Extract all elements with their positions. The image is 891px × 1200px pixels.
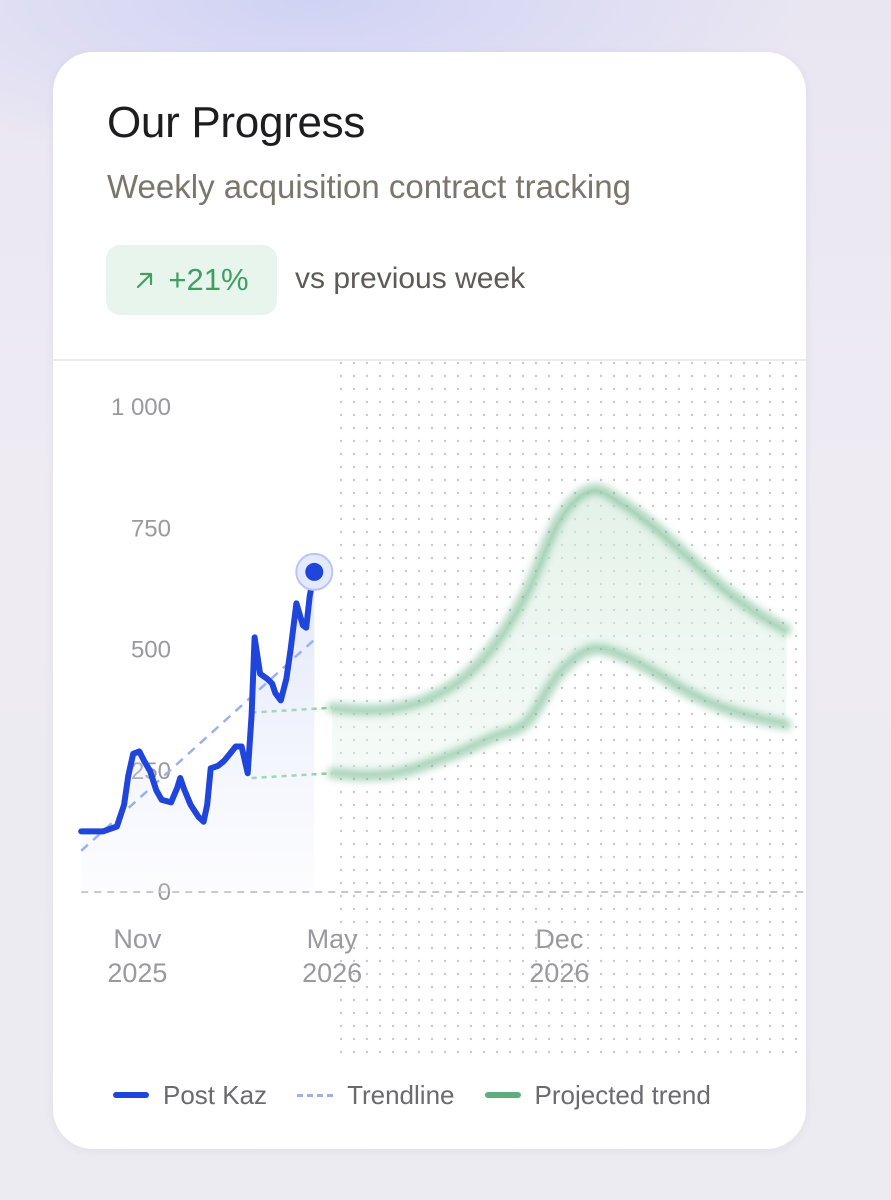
current-point-marker[interactable] [305, 562, 324, 581]
legend-swatch-projected-trend [484, 1092, 521, 1098]
card-title: Our Progress [107, 98, 366, 147]
post-kaz-line [78, 568, 318, 835]
legend-swatch-trendline [297, 1093, 334, 1097]
legend-label: Post Kaz [163, 1079, 268, 1110]
projected-lower-line [327, 643, 792, 781]
progress-card: Our Progress Weekly acquisition contract… [53, 52, 806, 1149]
post-kaz-area [81, 571, 315, 892]
chart-legend: Post Kaz Trendline Projected trend [113, 1075, 711, 1115]
divider [53, 359, 806, 361]
projected-band [332, 489, 787, 776]
y-tick-label: 1 000 [111, 394, 171, 421]
card-subtitle: Weekly acquisition contract tracking [107, 168, 631, 205]
change-caption: vs previous week [295, 262, 526, 295]
legend-label: Trendline [347, 1079, 455, 1110]
projected-upper-line [327, 484, 792, 716]
legend-item-trendline[interactable]: Trendline [297, 1079, 455, 1111]
legend-item-projected-trend[interactable]: Projected trend [484, 1079, 711, 1111]
legend-swatch-post-kaz [113, 1092, 149, 1098]
y-tick-label: 500 [131, 637, 171, 664]
change-value: +21% [168, 262, 249, 297]
x-tick-label: Dec 2026 [529, 924, 589, 988]
x-tick-label: Nov 2025 [107, 924, 167, 988]
change-badge: +21% [106, 245, 277, 315]
legend-label: Projected trend [534, 1079, 711, 1110]
arrow-up-right-icon [137, 272, 153, 289]
legend-item-post-kaz[interactable]: Post Kaz [113, 1080, 267, 1111]
x-tick-label: May 2026 [302, 924, 362, 988]
y-tick-label: 750 [131, 515, 171, 542]
